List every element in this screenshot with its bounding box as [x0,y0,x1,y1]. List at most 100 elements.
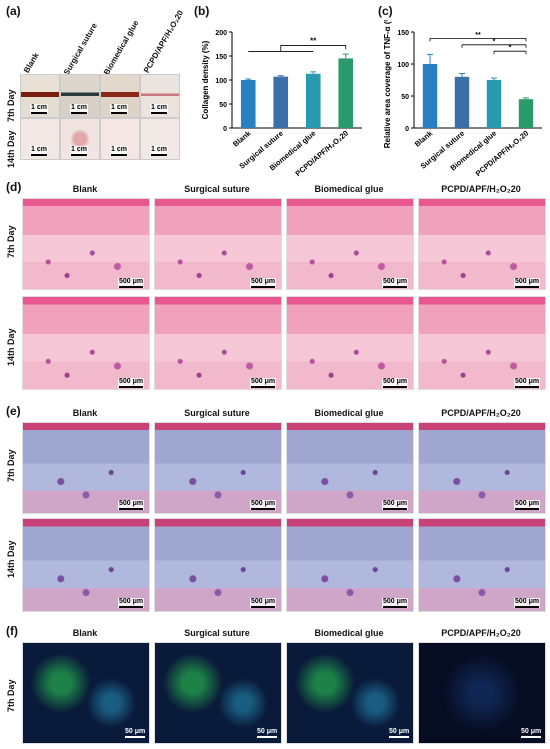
bar [305,73,321,128]
x-tick-label: Blank [413,128,435,149]
he-scalebar: 500 μm [514,378,541,388]
mt-scalebar: 500 μm [118,500,145,510]
y-tick-label: 200 [215,30,227,37]
photo-scalebar: 1 cm [70,104,88,114]
mt-scalebar: 500 μm [514,598,541,608]
panel-label-b: (b) [194,4,210,18]
he-glue-14d [286,296,414,390]
significance-marker: ** [475,32,481,39]
y-tick-label: 150 [215,54,227,61]
y-axis-label: Relative area coverage of TNF-α (%) [383,20,392,148]
bar [338,58,354,128]
mt-row-7d: 7th Day [6,449,16,482]
fl-row-7d: 7th Day [6,679,16,712]
panel-label-d: (d) [6,180,22,194]
bar [273,76,289,128]
mt-pcpd-7d [418,422,546,514]
fl-col-blank: Blank [72,628,98,638]
bar [486,80,502,128]
panel-label-f: (f) [6,624,18,638]
mt-scalebar: 500 μm [250,500,277,510]
mt-blank-14d [22,518,150,612]
he-row-7d: 7th Day [6,225,16,258]
photo-scalebar: 1 cm [30,146,48,156]
he-col-suture: Surgical suture [184,184,250,194]
y-tick-label: 0 [405,126,409,133]
panel-label-e: (e) [6,404,21,418]
he-scalebar: 500 μm [382,378,409,388]
mt-scalebar: 500 μm [118,598,145,608]
fl-pcpd-7d [418,642,546,744]
photo-blank-14d [20,118,60,160]
x-tick-label: Blank [231,128,253,149]
mt-blank-7d [22,422,150,514]
significance-marker: ** [310,36,317,45]
photo-row-14d: 14th Day [6,130,16,168]
bar [518,99,534,128]
mt-scalebar: 500 μm [382,598,409,608]
mt-pcpd-14d [418,518,546,612]
significance-marker: * [509,45,512,52]
y-axis-label: Collagen density (%) [201,40,210,119]
he-pcpd-14d [418,296,546,390]
bar [454,76,470,128]
he-suture-14d [154,296,282,390]
y-tick-label: 50 [219,102,227,109]
he-scalebar: 500 μm [382,278,409,288]
significance-marker: * [493,38,496,45]
mt-glue-7d [286,422,414,514]
photo-scalebar: 1 cm [70,146,88,156]
he-scalebar: 500 μm [118,378,145,388]
he-col-glue: Biomedical glue [314,184,384,194]
y-tick-label: 50 [401,94,409,101]
he-suture-7d [154,198,282,290]
fl-blank-7d [22,642,150,744]
photo-row-7d: 7th Day [6,89,16,122]
fl-scalebar: 50 μm [256,728,278,738]
bar [240,80,256,128]
photo-col-glue: Biomedical glue [102,18,141,77]
he-col-pcpd: PCPD/APF/H₂O₂20 [441,184,521,194]
photo-scalebar: 1 cm [150,146,168,156]
photo-scalebar: 1 cm [110,104,128,114]
photo-glue-7d [100,74,140,118]
fl-col-glue: Biomedical glue [314,628,384,638]
y-tick-label: 0 [223,126,227,133]
fl-col-suture: Surgical suture [184,628,250,638]
he-blank-7d [22,198,150,290]
mt-suture-14d [154,518,282,612]
mt-col-glue: Biomedical glue [314,408,384,418]
y-tick-label: 150 [397,30,409,37]
mt-col-blank: Blank [72,408,98,418]
photo-scalebar: 1 cm [110,146,128,156]
he-scalebar: 500 μm [250,378,277,388]
mt-suture-7d [154,422,282,514]
fl-col-pcpd: PCPD/APF/H₂O₂20 [441,628,521,638]
he-row-14d: 14th Day [6,328,16,366]
mt-scalebar: 500 μm [250,598,277,608]
mt-col-suture: Surgical suture [184,408,250,418]
y-tick-label: 100 [215,78,227,85]
he-glue-7d [286,198,414,290]
he-scalebar: 500 μm [118,278,145,288]
mt-col-pcpd: PCPD/APF/H₂O₂20 [441,408,521,418]
y-tick-label: 100 [397,62,409,69]
he-pcpd-7d [418,198,546,290]
photo-col-suture: Surgical suture [62,21,99,77]
panel-label-c: (c) [378,4,393,18]
fl-scalebar: 50 μm [520,728,542,738]
fl-scalebar: 50 μm [388,728,410,738]
fl-glue-7d [286,642,414,744]
photo-col-pcpd: PCPD/APF/H₂O₂20 [142,8,186,75]
mt-scalebar: 500 μm [514,500,541,510]
he-scalebar: 500 μm [514,278,541,288]
fl-scalebar: 50 μm [124,728,146,738]
he-scalebar: 500 μm [250,278,277,288]
photo-glue-14d [100,118,140,160]
bar [422,64,438,128]
mt-row-14d: 14th Day [6,540,16,578]
tnf-alpha-chart: 0 50 100 150 Relative area coverage of TNF-α… [383,20,542,178]
photo-scalebar: 1 cm [150,104,168,114]
he-blank-14d [22,296,150,390]
mt-scalebar: 500 μm [382,500,409,510]
